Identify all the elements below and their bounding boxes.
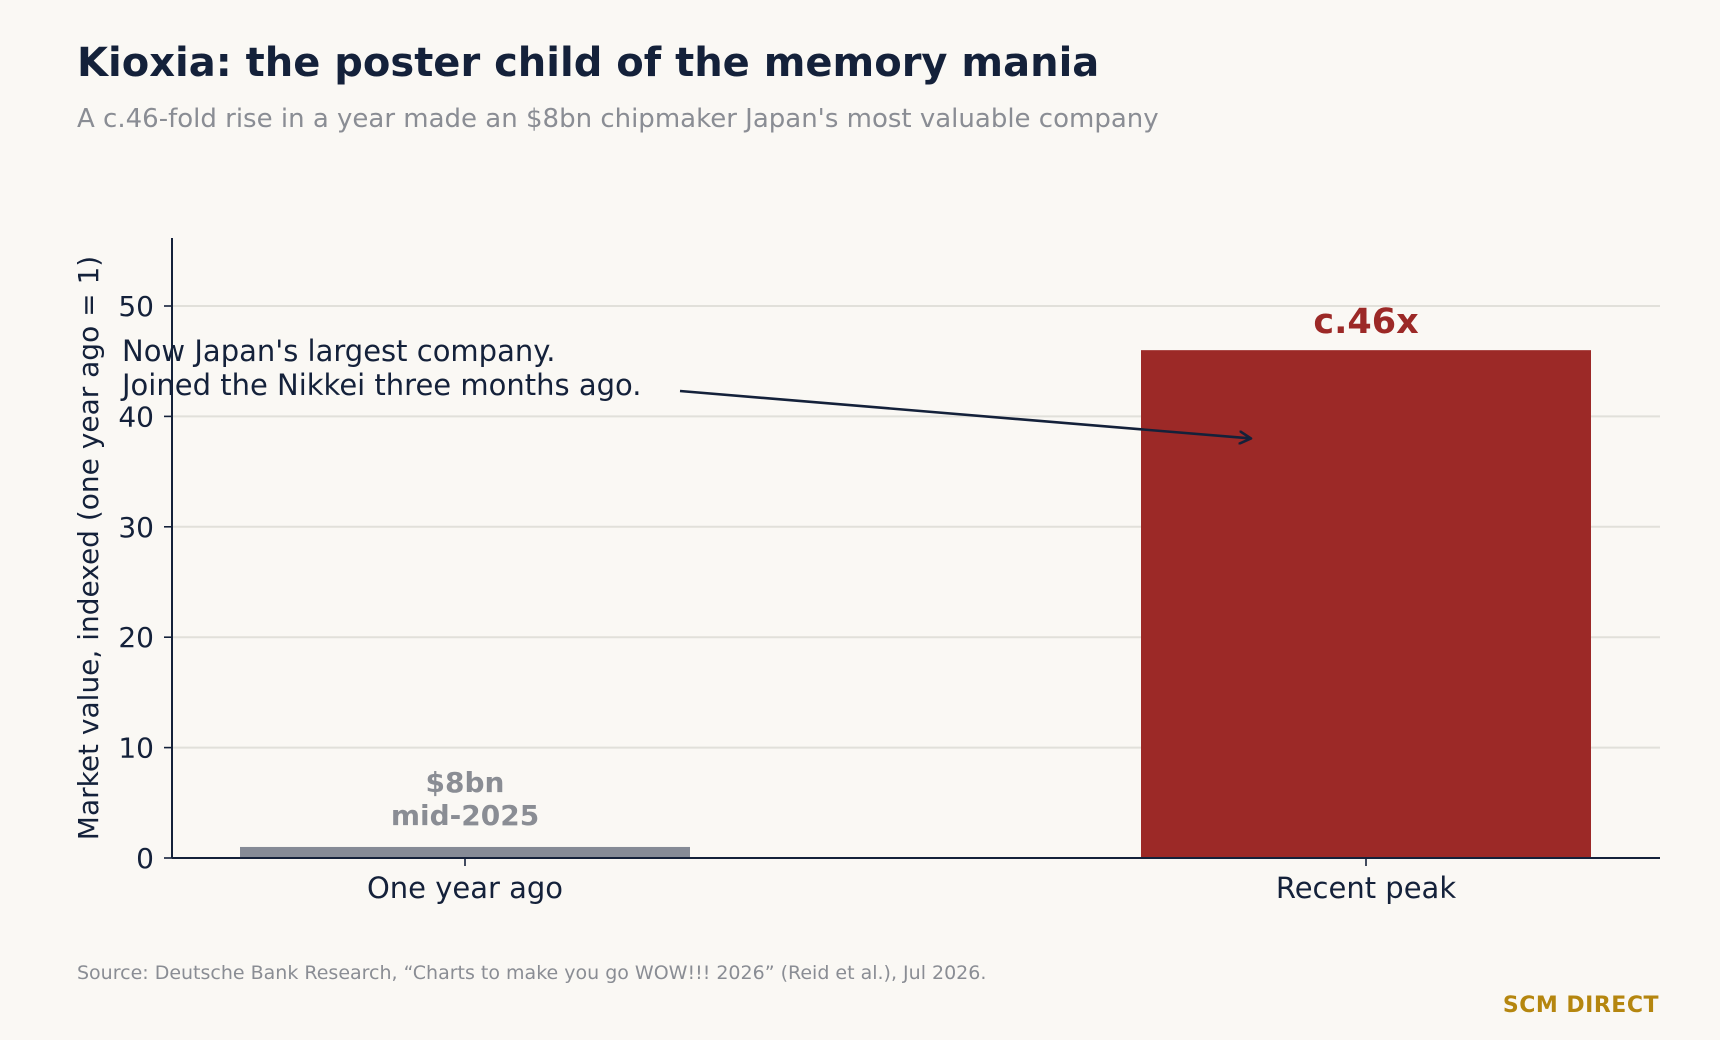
chart-title: Kioxia: the poster child of the memory m… (77, 40, 1100, 86)
y-tick-label: 0 (136, 842, 154, 875)
y-tick-label: 40 (118, 400, 154, 433)
annotation-text: Joined the Nikkei three months ago. (120, 368, 641, 402)
data-label: $8bn (426, 766, 505, 799)
y-tick-label: 10 (118, 732, 154, 765)
y-tick-label: 20 (118, 621, 154, 654)
x-tick-label: One year ago (367, 871, 563, 905)
bar-recent-peak (1141, 350, 1591, 858)
source-note: Source: Deutsche Bank Research, “Charts … (77, 962, 987, 984)
brand-logo: SCM DIRECT (1502, 993, 1659, 1018)
annotation-arrow (679, 389, 1251, 438)
x-tick-label: Recent peak (1276, 871, 1456, 905)
data-label: mid-2025 (391, 799, 539, 832)
y-tick-label: 30 (118, 511, 154, 544)
y-tick-label: 50 (118, 290, 154, 323)
bar-one-year-ago (240, 846, 690, 858)
y-axis-label: Market value, indexed (one year ago = 1) (72, 256, 105, 840)
chart-subtitle: A c.46-fold rise in a year made an $8bn … (77, 104, 1159, 134)
annotation-text: Now Japan's largest company. (122, 334, 556, 368)
axes: 0 10 20 30 40 50 One year ago Recent peak Market… (72, 238, 1660, 905)
data-label: c.46x (1313, 302, 1419, 342)
annotation: Now Japan's largest company.Joined the N… (120, 334, 1251, 438)
